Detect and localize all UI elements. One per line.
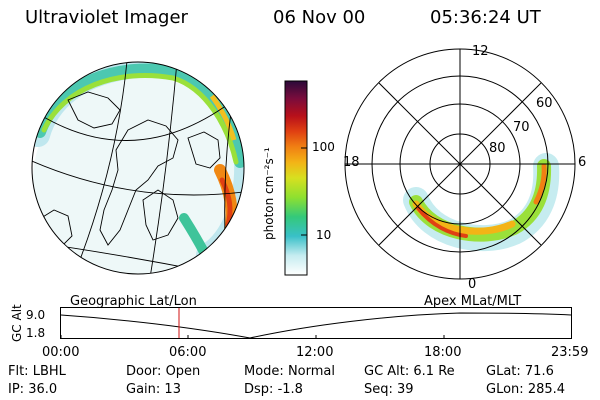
colorbar-unit-label: photon cm⁻²s⁻¹ — [262, 147, 276, 240]
altitude-axis-label: GC Alt — [10, 304, 24, 342]
door-status: Door: Open — [126, 364, 200, 379]
dsp-status: Dsp: -1.8 — [244, 382, 303, 397]
geographic-map-label: Geographic Lat/Lon — [70, 294, 197, 309]
seq-status: Seq: 39 — [364, 382, 414, 397]
gcalt-label: GC Alt: — [364, 364, 410, 379]
lat-label-80: 80 — [489, 141, 506, 156]
filter-label: Flt: — [8, 364, 29, 379]
colorbar-tick-10: 10 — [316, 228, 332, 242]
filter-status: Flt: LBHL — [8, 364, 66, 379]
glat-status: GLat: 71.6 — [486, 364, 554, 379]
geographic-map — [31, 61, 245, 275]
app-title: Ultraviolet Imager — [25, 7, 188, 28]
gcalt-value: 6.1 Re — [413, 364, 455, 379]
mode-status: Mode: Normal — [244, 364, 335, 379]
polar-plot — [344, 48, 576, 280]
seq-label: Seq: — [364, 382, 393, 397]
mode-value: Normal — [287, 364, 335, 379]
mlt-label-12: 12 — [472, 44, 489, 59]
filter-value: LBHL — [32, 364, 66, 379]
polar-plot-label: Apex MLat/MLT — [424, 294, 522, 309]
ip-value: 36.0 — [28, 382, 58, 397]
dsp-value: -1.8 — [277, 382, 303, 397]
time-tick-1800: 18:00 — [424, 345, 462, 360]
time-tick-2359: 23:59 — [551, 345, 589, 360]
time-tick-0600: 06:00 — [169, 345, 207, 360]
ip-label: IP: — [8, 382, 25, 397]
altitude-plot — [60, 307, 572, 339]
gain-value: 13 — [164, 382, 181, 397]
gain-label: Gain: — [126, 382, 161, 397]
time-tick-0000: 00:00 — [42, 345, 80, 360]
seq-value: 39 — [397, 382, 414, 397]
glat-label: GLat: — [486, 364, 521, 379]
glon-label: GLon: — [486, 382, 524, 397]
mode-label: Mode: — [244, 364, 284, 379]
altitude-tick-1-8: 1.8 — [26, 326, 46, 340]
observation-date: 06 Nov 00 — [273, 7, 366, 28]
lat-label-70: 70 — [513, 120, 530, 135]
time-tick-1200: 12:00 — [296, 345, 334, 360]
lat-label-60: 60 — [536, 96, 553, 111]
ip-status: IP: 36.0 — [8, 382, 57, 397]
mlt-label-6: 6 — [578, 155, 587, 170]
door-label: Door: — [126, 364, 162, 379]
door-value: Open — [165, 364, 201, 379]
colorbar-tick-100: 100 — [312, 140, 335, 154]
gcalt-status: GC Alt: 6.1 Re — [364, 364, 455, 379]
mlt-label-18: 18 — [343, 155, 360, 170]
glon-value: 285.4 — [527, 382, 566, 397]
glon-status: GLon: 285.4 — [486, 382, 565, 397]
dsp-label: Dsp: — [244, 382, 274, 397]
observation-time: 05:36:24 UT — [430, 7, 541, 28]
mlt-label-0: 0 — [468, 277, 477, 292]
gain-status: Gain: 13 — [126, 382, 181, 397]
altitude-tick-9: 9.0 — [26, 308, 46, 322]
glat-value: 71.6 — [524, 364, 554, 379]
colorbar — [284, 80, 308, 276]
